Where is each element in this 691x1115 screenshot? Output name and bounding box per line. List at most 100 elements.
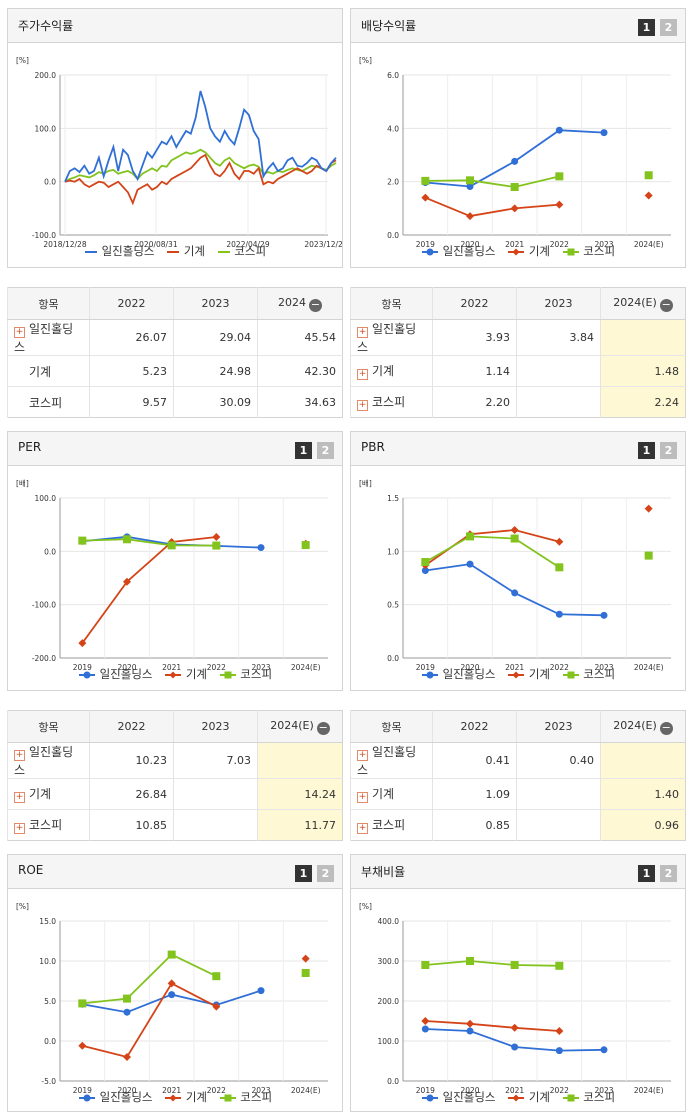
legend-item-kospi[interactable]: 코스피 — [217, 244, 267, 258]
point-company — [466, 560, 474, 568]
dividend-yield-chart: [%] 6.0 4.0 2.0 0.0 2019 2020 2021 2022 2023 2024(… — [359, 56, 671, 248]
point-company — [257, 544, 265, 552]
col-header: 항목 — [350, 710, 433, 743]
legend-item-company[interactable]: 일진홀딩스 — [421, 1089, 496, 1105]
x-tick-label: 2020 — [460, 663, 479, 671]
col-header: 2023 — [173, 710, 258, 743]
dividend-yield-table: 항목 2022 2023 2024(E) − + 일진홀딩스 3.93 3.84 + 기계 1.1… — [350, 287, 686, 418]
y-tick-label: 300.0 — [378, 957, 400, 966]
point-kospi — [466, 957, 474, 965]
col-header: 항목 — [350, 287, 433, 320]
series-line-kospi — [64, 148, 337, 183]
point-company — [466, 1027, 474, 1035]
series-line-industry — [425, 1020, 560, 1032]
x-tick-label: 2020 — [460, 1086, 479, 1094]
y-tick-label: -5.0 — [41, 1077, 56, 1086]
legend-item-kospi[interactable]: 코스피 — [219, 1089, 272, 1105]
legend-item-kospi[interactable]: 코스피 — [219, 666, 272, 682]
y-tick-label: 1.5 — [387, 494, 399, 503]
x-tick-label: 2020/08/31 — [134, 240, 177, 248]
chart-legend: 일진홀딩스 기계 코스피 — [8, 1089, 342, 1105]
point-kospi — [123, 535, 131, 544]
expand-icon[interactable]: + — [14, 792, 25, 803]
expand-icon[interactable]: + — [357, 369, 368, 380]
pbr-chart: [배] 1.5 1.0 0.5 0.0 2019 2020 2021 2022 2023 2024(… — [359, 479, 671, 671]
y-tick-label: 2.0 — [387, 178, 399, 187]
chart-body: [%] 200.0 100.0 0.0 -100.0 2018/12/28 2020/08/… — [8, 43, 342, 258]
expand-icon[interactable]: + — [357, 750, 368, 761]
point-industry — [212, 1002, 221, 1011]
col-header: 항목 — [7, 710, 90, 743]
legend-item-kospi[interactable]: 코스피 — [562, 666, 615, 682]
legend-item-company[interactable]: 일진홀딩스 — [421, 666, 496, 682]
point-industry — [78, 1041, 87, 1050]
collapse-icon[interactable]: − — [659, 297, 673, 312]
expand-icon[interactable]: + — [14, 823, 25, 834]
table-row: + 코스피 2.20 2.24 — [350, 386, 686, 418]
x-tick-label: 2019 — [416, 240, 435, 248]
point-kospi — [167, 950, 176, 959]
page-2-button[interactable]: 2 — [317, 442, 334, 459]
legend-item-industry[interactable]: 기계 — [507, 1089, 550, 1105]
page-1-button[interactable]: 1 — [295, 865, 312, 882]
page-2-button[interactable]: 2 — [660, 865, 677, 882]
y-tick-label: 0.0 — [387, 654, 399, 663]
point-industry — [421, 1017, 430, 1025]
legend-item-company[interactable]: 일진홀딩스 — [78, 666, 153, 682]
collapse-icon[interactable]: − — [309, 297, 322, 312]
page-1-button[interactable]: 1 — [638, 865, 655, 882]
y-tick-label: 10.0 — [39, 957, 56, 966]
x-tick-label: 2020 — [460, 240, 479, 248]
legend-item-industry[interactable]: 기계 — [167, 244, 205, 258]
page-1-button[interactable]: 1 — [638, 442, 655, 459]
legend-item-kospi[interactable]: 코스피 — [562, 243, 615, 259]
point-kospi — [123, 994, 131, 1003]
legend-item-company[interactable]: 일진홀딩스 — [421, 243, 496, 259]
expand-icon[interactable]: + — [14, 327, 25, 338]
y-tick-label: 100.0 — [35, 124, 57, 133]
point-industry — [123, 577, 131, 586]
point-industry — [555, 537, 564, 546]
legend-item-industry[interactable]: 기계 — [507, 243, 550, 259]
chart-body: [%] 6.0 4.0 2.0 0.0 2019 2020 2021 2022 2023 2024(… — [351, 43, 685, 258]
legend-item-kospi[interactable]: 코스피 — [562, 1089, 615, 1105]
collapse-icon[interactable]: − — [659, 720, 673, 735]
per-chart: [배] 100.0 0.0 -100.0 -200.0 2019 2020 2021 2022 2… — [16, 479, 328, 671]
legend-item-company[interactable]: 일진홀딩스 — [78, 1089, 153, 1105]
series-line-kospi — [424, 535, 560, 569]
col-header: 2023 — [173, 287, 258, 320]
page-2-button[interactable]: 2 — [660, 442, 677, 459]
x-tick-label: 2023 — [251, 663, 270, 671]
legend-item-industry[interactable]: 기계 — [507, 666, 550, 682]
expand-icon[interactable]: + — [357, 823, 368, 834]
legend-item-industry[interactable]: 기계 — [164, 666, 207, 682]
point-kospi — [167, 541, 176, 550]
page-2-button[interactable]: 2 — [317, 865, 334, 882]
expand-icon[interactable]: + — [357, 400, 368, 411]
collapse-icon[interactable]: − — [316, 720, 330, 735]
point-kospi — [78, 999, 87, 1008]
y-tick-label: 100.0 — [378, 1037, 400, 1046]
x-tick-label: 2022 — [207, 1086, 226, 1094]
expand-icon[interactable]: + — [14, 750, 25, 761]
point-kospi — [644, 551, 653, 560]
page-1-button[interactable]: 1 — [295, 442, 312, 459]
x-tick-label: 2018/12/28 — [43, 240, 86, 248]
legend-item-industry[interactable]: 기계 — [164, 1089, 207, 1105]
expand-icon[interactable]: + — [357, 327, 368, 338]
col-header: 2022 — [432, 710, 517, 743]
page-1-button[interactable]: 1 — [638, 19, 655, 36]
page-2-button[interactable]: 2 — [660, 19, 677, 36]
y-tick-label: -200.0 — [32, 654, 56, 663]
point-industry — [466, 1019, 474, 1028]
legend-item-company[interactable]: 일진홀딩스 — [84, 244, 155, 258]
expand-icon[interactable]: + — [357, 792, 368, 803]
